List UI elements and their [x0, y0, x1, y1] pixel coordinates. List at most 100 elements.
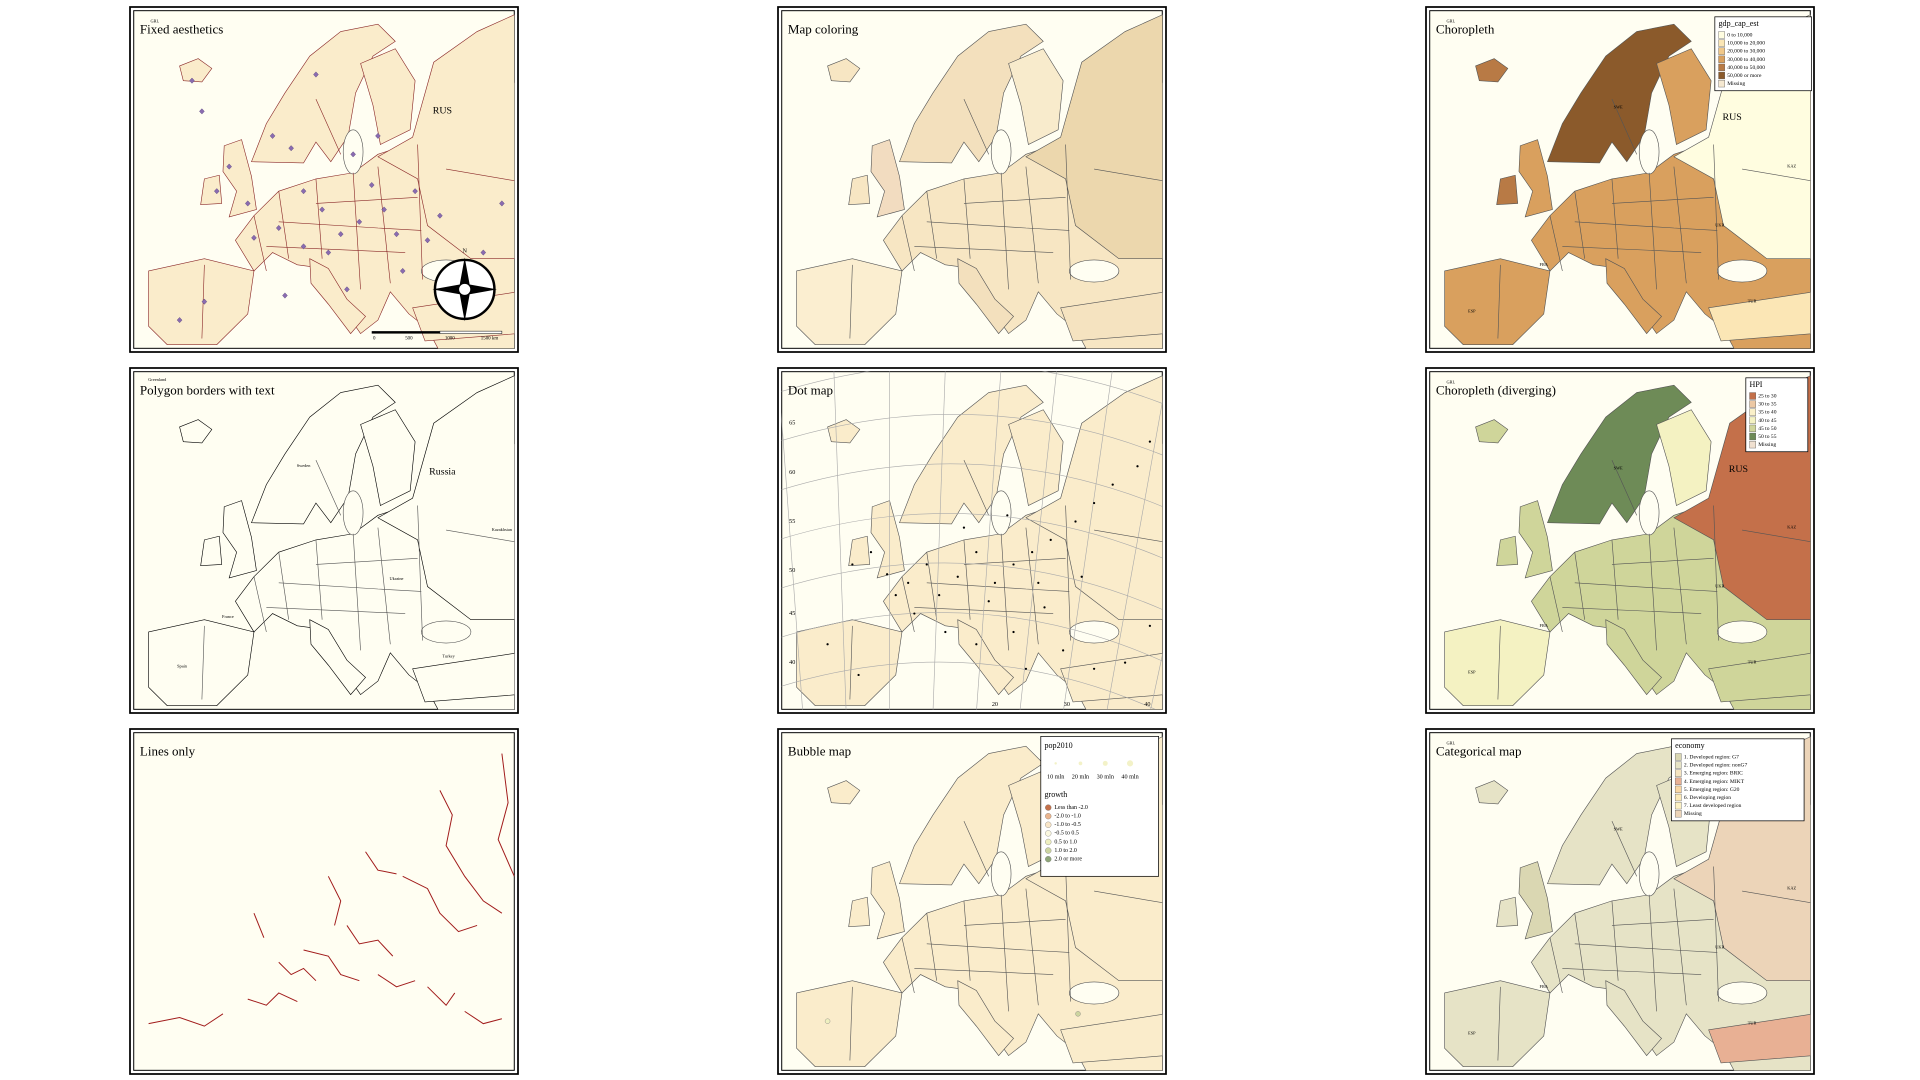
- dot: [1037, 581, 1040, 584]
- country-uk: [1518, 500, 1553, 579]
- point-marker: [319, 206, 325, 213]
- river-line: [247, 992, 298, 1006]
- panel-background: [133, 732, 515, 1071]
- dot: [1024, 667, 1028, 670]
- graticule: [833, 371, 847, 710]
- graticule: [781, 371, 1163, 404]
- country-finland: [1656, 409, 1712, 506]
- country-uk: [1518, 139, 1553, 218]
- scale-bar: [439, 330, 503, 334]
- point-marker: [424, 237, 431, 244]
- dot: [1074, 520, 1077, 523]
- map-area: [148, 375, 515, 710]
- legend-label: 30 to 35: [1758, 402, 1776, 408]
- dot: [1012, 563, 1015, 566]
- legend-box: [1714, 16, 1812, 92]
- legend-label: 10,000 to 20,000: [1727, 41, 1765, 47]
- country-label: Spain: [177, 663, 188, 668]
- country-iceland: [1475, 419, 1509, 444]
- legend-label: 6. Developing region: [1684, 795, 1731, 801]
- river-line: [327, 876, 342, 926]
- baltic-sea: [342, 490, 364, 536]
- legend-swatch: [1718, 47, 1725, 55]
- scale-label: 1500 km: [481, 337, 499, 342]
- country-label: SWE: [1614, 105, 1623, 110]
- point-marker: [499, 200, 505, 207]
- panel-title: Categorical map: [1436, 743, 1522, 758]
- country-scand: [899, 384, 1044, 525]
- legend-label: 30,000 to 40,000: [1727, 57, 1765, 63]
- legend-swatch: [1674, 777, 1682, 785]
- legend-swatch: [1718, 79, 1725, 88]
- country-scand: [1547, 384, 1692, 525]
- country-label: SWE: [1614, 466, 1623, 471]
- legend-label: 1. Developed region: G7: [1684, 755, 1739, 761]
- scale-bar: [371, 331, 440, 334]
- legend-label: 30 mln: [1097, 774, 1114, 780]
- baltic-sea: [1638, 490, 1660, 536]
- country-label: UKR: [1715, 223, 1724, 228]
- panel-title: Dot map: [788, 382, 833, 397]
- legend-swatch: [1045, 804, 1052, 811]
- map-area: [796, 14, 1163, 349]
- country-turkey: [1708, 292, 1811, 342]
- dot: [975, 643, 978, 646]
- map-area: [148, 753, 515, 1027]
- legend-label: 35 to 40: [1758, 410, 1776, 416]
- point-marker: [176, 317, 183, 324]
- panel-title: Map coloring: [788, 21, 859, 36]
- y-tick-label: 50: [789, 568, 795, 574]
- country-label: RUS: [1729, 464, 1748, 475]
- country-iberia: [1444, 980, 1551, 1067]
- point-marker: [393, 231, 400, 238]
- legend-swatch: [1045, 830, 1052, 837]
- legend-swatch: [1749, 440, 1756, 449]
- dot: [1012, 630, 1015, 634]
- map-area: [1444, 375, 1811, 710]
- legend-box: [1040, 735, 1159, 877]
- dot: [925, 563, 928, 566]
- panel-title: Bubble map: [788, 743, 851, 758]
- map-panel: Map coloring: [777, 6, 1167, 353]
- point-marker: [226, 163, 232, 170]
- legend-swatch: [1749, 408, 1756, 416]
- legend-swatch: [1674, 793, 1682, 802]
- country-italy: [309, 619, 366, 696]
- point-marker: [199, 108, 205, 115]
- map-panel: GRL SWE RUS KAZ UKR FRA ESP TUR Choropleth (dive…: [1425, 367, 1815, 714]
- country-label: UKR: [1715, 945, 1724, 950]
- y-tick-label: 65: [789, 421, 795, 427]
- compass-center: [457, 282, 472, 297]
- legend-label: 4. Emerging region: MIKT: [1684, 779, 1745, 785]
- legend-label: 25 to 30: [1758, 394, 1776, 400]
- country-label: FRA: [1540, 623, 1549, 628]
- map-area: [781, 371, 1163, 710]
- country-ireland: [200, 174, 223, 205]
- black-sea: [1069, 981, 1120, 1005]
- panel-title: Lines only: [140, 743, 196, 758]
- point-marker: [189, 77, 195, 84]
- country-turkey: [1060, 653, 1163, 703]
- dot: [1049, 538, 1052, 541]
- legend-label: Missing: [1684, 811, 1702, 817]
- country-label: KAZ: [1787, 164, 1796, 169]
- river-line: [346, 925, 394, 957]
- country-ireland: [200, 535, 223, 566]
- country-italy: [957, 619, 1014, 696]
- legend-label: 2. Developed region: nonG7: [1684, 763, 1748, 769]
- legend-swatch: [1749, 416, 1756, 424]
- legend-swatch: [1718, 71, 1725, 80]
- country-label: TUR: [1748, 299, 1757, 304]
- graticule: [781, 661, 1156, 710]
- legend-box: [1671, 738, 1805, 822]
- legend-label: 50 to 55: [1758, 434, 1776, 440]
- country-iceland: [827, 58, 861, 83]
- dot: [894, 594, 897, 597]
- point-marker: [288, 145, 294, 152]
- dot: [944, 630, 947, 634]
- country-label: GRL: [1446, 19, 1455, 24]
- point-marker: [375, 132, 381, 139]
- point-marker: [214, 188, 220, 195]
